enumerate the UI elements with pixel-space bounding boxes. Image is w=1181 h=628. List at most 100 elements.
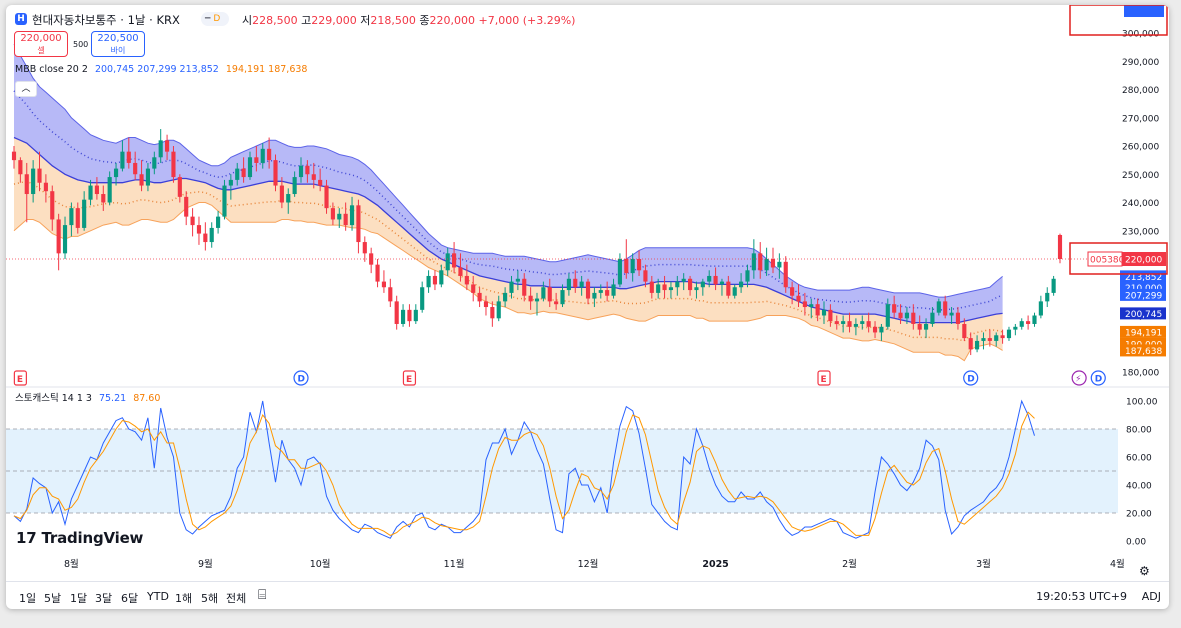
range-1d-button[interactable]: 1일 [19, 592, 37, 605]
time-tick-label: 8월 [64, 558, 79, 570]
candle-body [841, 321, 846, 324]
buy-button[interactable]: 220,500 바이 [91, 31, 145, 57]
stoch-tick-label: 60.00 [1126, 454, 1152, 464]
tradingview-logo[interactable]: 17 TradingView [16, 529, 143, 547]
candle-body [719, 281, 725, 285]
candle-body [1045, 292, 1050, 302]
candle-body [879, 326, 884, 333]
stoch-d-line [13, 411, 1035, 536]
candle-body [630, 259, 635, 274]
candle-body [955, 312, 961, 324]
candle-body [802, 301, 807, 308]
last-price-tag [1122, 252, 1166, 266]
candle-body [592, 292, 597, 299]
candle-body [624, 259, 629, 274]
calendar-range-icon[interactable]: ⌸ [258, 587, 267, 603]
candle-body [943, 301, 948, 316]
range-ytd-button[interactable]: YTD [147, 590, 169, 603]
range-1y-button[interactable]: 1해 [175, 592, 193, 605]
stoch-k-line [13, 399, 1035, 539]
earnings-marker [13, 370, 27, 386]
high-value: 229,000 [311, 14, 357, 27]
sell-label: 셀 [37, 46, 45, 55]
candle-body [911, 312, 916, 324]
candle-body [343, 213, 348, 226]
candle-body [1057, 234, 1063, 259]
market-status-pill[interactable]: ━ D [201, 12, 229, 26]
earnings-marker-label: E [406, 375, 412, 385]
candle-body [783, 261, 788, 288]
candle-body [515, 278, 520, 282]
candle-body [420, 287, 425, 310]
range-3m-button[interactable]: 3달 [95, 592, 113, 605]
candle-body [356, 205, 361, 243]
time-tick-label: 9월 [198, 558, 213, 570]
candle-body [305, 165, 310, 175]
candle-body [50, 191, 55, 220]
band-value-label: 207,299 [1125, 291, 1162, 301]
candle-body [962, 323, 967, 339]
symbol-title[interactable]: 현대자동차보통주 · 1날 · KRX [32, 13, 180, 27]
candle-body [860, 321, 865, 324]
candle-body [241, 168, 246, 178]
high-label: 고 [301, 14, 312, 27]
candle-body [113, 168, 119, 178]
range-5y-button[interactable]: 5해 [201, 592, 219, 605]
stoch-tick-label: 100.00 [1126, 398, 1158, 408]
candle-body [522, 278, 527, 296]
candle-body [534, 298, 540, 302]
candle-body [853, 323, 858, 327]
range-all-button[interactable]: 전체 [226, 592, 247, 605]
candle-body [311, 174, 316, 180]
candle-body [18, 160, 23, 175]
candle-body [184, 196, 189, 217]
candle-body [82, 199, 87, 228]
range-5d-button[interactable]: 5날 [44, 592, 62, 605]
candle-body [1006, 329, 1012, 339]
candle-body [528, 295, 533, 302]
adj-toggle[interactable]: ADJ [1141, 590, 1161, 603]
candle-body [298, 165, 304, 178]
candle-body [452, 253, 457, 268]
earnings-marker-label: E [821, 375, 827, 385]
range-1m-button[interactable]: 1달 [70, 592, 88, 605]
candle-body [579, 281, 584, 288]
candle-body [732, 287, 737, 296]
candle-body [318, 179, 323, 186]
candle-body [101, 194, 106, 203]
candle-body [936, 301, 941, 313]
candle-body [235, 168, 240, 180]
price-tick-label: 180,000 [1122, 369, 1159, 379]
candle-body [885, 304, 890, 327]
candle-body [547, 287, 552, 302]
candle-body [190, 216, 195, 226]
candle-body [815, 304, 820, 316]
candle-body [573, 278, 578, 288]
gear-icon[interactable]: ⚙ [1139, 564, 1150, 578]
symbol-logo-icon: H [15, 13, 27, 25]
sell-button[interactable]: 220,000 셀 [14, 31, 68, 57]
ohlc-readout: 시228,500 고229,000 저218,500 종220,000 +7,0… [242, 12, 575, 28]
candle-body [636, 259, 642, 271]
candle-body [158, 140, 163, 158]
stoch-value-highlight-box [1069, 5, 1168, 36]
time-tick-label: 12월 [578, 558, 599, 570]
band-value-label: 213,852 [1125, 273, 1162, 283]
price-tick-label: 230,000 [1122, 227, 1159, 237]
candle-body [62, 225, 68, 254]
candle-body [171, 151, 176, 178]
candle-body [400, 309, 406, 324]
chart-canvas[interactable]: 300,000290,000280,000270,000260,000250,0… [6, 5, 1169, 581]
stoch-tick-label: 20.00 [1126, 510, 1152, 520]
order-quantity[interactable]: 500 [73, 40, 89, 49]
mbb-legend[interactable]: MBB close 20 2 200,745 207,299 213,852 1… [15, 64, 307, 75]
candle-body [413, 309, 418, 322]
candle-body [273, 160, 278, 186]
collapse-legend-button[interactable]: ︿ [15, 81, 37, 97]
range-6m-button[interactable]: 6달 [121, 592, 139, 605]
time-tick-label: 2월 [842, 558, 857, 570]
candle-body [987, 338, 992, 341]
clock-readout[interactable]: 19:20:53 UTC+9 [1036, 590, 1127, 603]
stoch-legend[interactable]: 스토캐스틱 14 1 3 75.21 87.60 [15, 390, 160, 404]
candle-body [790, 287, 795, 296]
